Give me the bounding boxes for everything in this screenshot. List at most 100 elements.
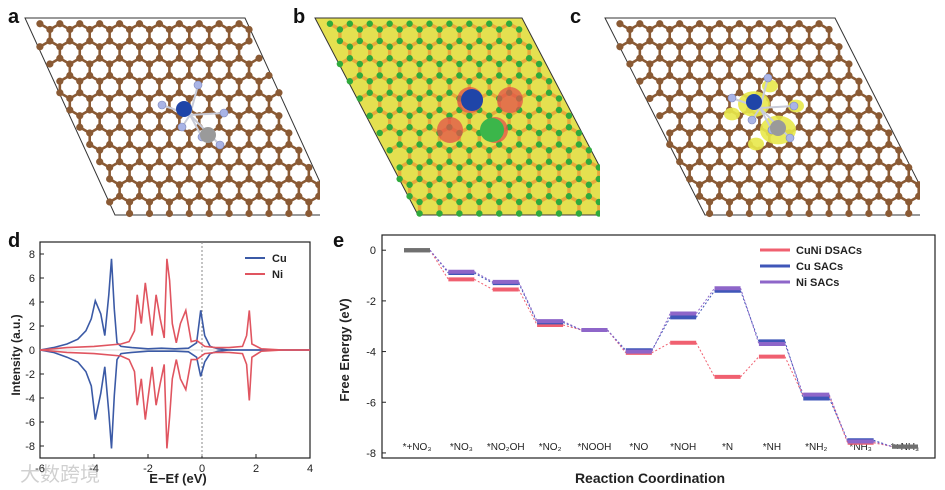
carbon-atom <box>785 175 793 183</box>
carbon-atom <box>205 209 213 218</box>
carbon-atom <box>285 175 293 183</box>
carbon-atom <box>705 71 714 80</box>
carbon-atom <box>456 26 463 33</box>
nitrogen-atom <box>785 133 795 143</box>
carbon-atom <box>205 198 213 206</box>
carbon-atom <box>535 164 543 171</box>
carbon-atom <box>205 37 213 45</box>
carbon-atom <box>486 20 493 27</box>
carbon-atom <box>195 89 203 97</box>
carbon-atom <box>855 181 863 189</box>
carbon-atom <box>825 60 833 68</box>
carbon-atom <box>426 89 433 96</box>
carbon-atom <box>106 163 114 172</box>
carbon-atom <box>145 140 154 149</box>
series-cu-line <box>39 258 310 351</box>
carbon-atom <box>815 77 823 85</box>
carbon-atom <box>825 71 833 80</box>
carbon-atom <box>735 77 744 85</box>
carbon-atom <box>76 123 84 131</box>
carbon-atom <box>745 60 753 68</box>
carbon-atom <box>785 25 793 34</box>
carbon-atom <box>406 20 413 27</box>
carbon-atom <box>225 60 233 68</box>
carbon-atom <box>875 112 883 120</box>
carbon-atom <box>396 106 403 114</box>
carbon-atom <box>466 55 473 62</box>
carbon-atom <box>215 89 223 97</box>
carbon-atom <box>885 129 893 137</box>
carbon-atom <box>235 158 243 166</box>
carbon-atom <box>676 146 684 154</box>
carbon-atom <box>456 175 463 183</box>
carbon-atom <box>195 43 203 51</box>
carbon-atom <box>845 60 853 68</box>
carbon-atom <box>225 209 233 218</box>
carbon-atom <box>735 146 744 154</box>
carbon-atom <box>115 112 124 120</box>
carbon-atom <box>165 209 173 218</box>
carbon-atom <box>676 158 684 166</box>
carbon-atom <box>56 89 64 97</box>
carbon-atom <box>595 198 600 206</box>
carbon-atom <box>185 175 193 183</box>
carbon-atom <box>396 141 403 148</box>
carbon-atom <box>745 209 753 218</box>
connector-line <box>873 442 893 448</box>
carbon-atom <box>96 158 104 166</box>
carbon-atom <box>795 112 803 120</box>
carbon-atom <box>86 37 94 45</box>
carbon-atom <box>205 106 213 114</box>
carbon-atom <box>745 163 753 172</box>
carbon-atom <box>476 72 483 79</box>
carbon-atom <box>245 60 253 68</box>
carbon-atom <box>676 77 684 85</box>
carbon-atom <box>466 112 473 119</box>
carbon-atom <box>96 146 104 154</box>
carbon-atom <box>865 209 873 218</box>
carbon-atom <box>515 198 523 206</box>
carbon-atom <box>106 129 114 137</box>
carbon-atom <box>535 210 543 217</box>
carbon-atom <box>426 78 433 85</box>
x-category-label: *NH₃ <box>849 442 871 453</box>
carbon-atom <box>805 175 813 183</box>
x-tick-label: 2 <box>253 463 259 475</box>
carbon-atom <box>215 192 223 200</box>
y-tick-label: -2 <box>366 296 376 308</box>
carbon-atom <box>755 77 763 85</box>
carbon-atom <box>865 94 873 103</box>
carbon-atom <box>86 25 94 34</box>
y-tick-label: 4 <box>29 297 35 309</box>
carbon-atom <box>686 175 694 183</box>
carbon-atom <box>845 198 853 206</box>
carbon-atom <box>416 198 423 206</box>
y-tick-label: 6 <box>29 273 35 285</box>
carbon-atom <box>215 43 223 51</box>
x-tick-label: -6 <box>35 463 45 475</box>
carbon-atom <box>745 37 753 45</box>
carbon-atom <box>525 78 533 85</box>
carbon-atom <box>535 106 543 114</box>
carbon-atom <box>165 163 173 172</box>
carbon-atom <box>225 198 233 206</box>
carbon-atom <box>845 94 853 103</box>
carbon-atom <box>416 210 423 217</box>
carbon-atom <box>376 129 383 137</box>
carbon-atom <box>905 198 913 206</box>
carbon-atom <box>125 60 134 68</box>
carbon-atom <box>366 112 373 119</box>
carbon-atom <box>795 146 803 154</box>
carbon-atom <box>785 140 793 149</box>
x-category-label: *NH₂ <box>805 442 827 453</box>
carbon-atom <box>396 164 403 171</box>
carbon-atom <box>486 158 493 165</box>
carbon-atom <box>715 89 724 97</box>
connector-line <box>695 287 715 314</box>
carbon-atom <box>416 164 423 171</box>
carbon-atom <box>376 95 383 102</box>
carbon-atom <box>125 163 134 172</box>
carbon-atom <box>145 71 154 80</box>
carbon-atom <box>575 164 583 171</box>
carbon-atom <box>835 43 843 51</box>
